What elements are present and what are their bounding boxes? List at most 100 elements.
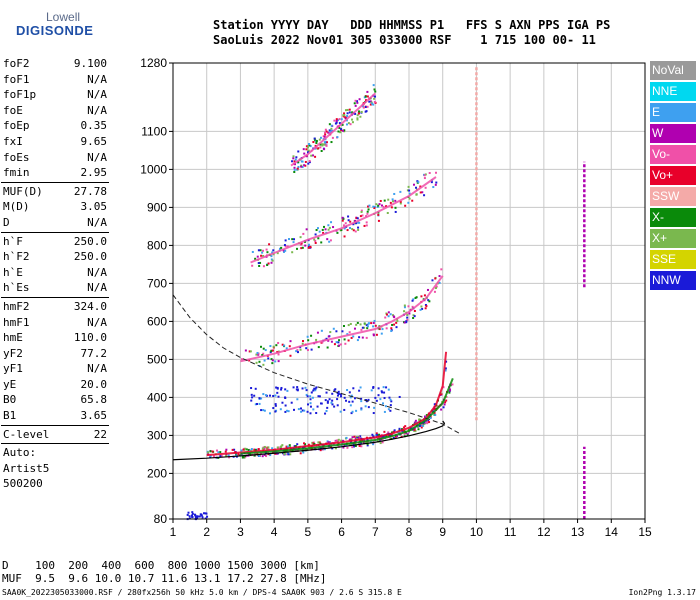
echo-dot bbox=[308, 161, 311, 164]
echo-dot bbox=[318, 395, 321, 398]
echo-dot bbox=[300, 247, 303, 250]
echo-dot bbox=[385, 386, 388, 389]
echo-dot bbox=[409, 427, 412, 430]
echo-dot bbox=[387, 408, 390, 411]
echo-trace bbox=[240, 378, 454, 455]
echo-dot bbox=[314, 389, 317, 392]
echo-dot bbox=[399, 202, 402, 205]
y-tick-label: 400 bbox=[147, 390, 167, 404]
echo-dot bbox=[442, 386, 445, 389]
echo-dot bbox=[272, 451, 275, 454]
echo-dot bbox=[343, 338, 346, 341]
echo-dot bbox=[331, 136, 334, 139]
x-tick-label: 8 bbox=[406, 525, 413, 539]
echo-dot bbox=[259, 261, 262, 264]
echo-dot bbox=[290, 401, 293, 404]
echo-dot bbox=[444, 367, 447, 370]
echo-dot bbox=[352, 387, 355, 390]
echo-dot bbox=[308, 243, 311, 246]
echo-dot bbox=[329, 331, 332, 334]
echo-dot bbox=[295, 350, 298, 353]
echo-dot bbox=[433, 403, 436, 406]
echo-dot bbox=[338, 339, 341, 342]
file-info-footer: SAA0K_2022305033000.RSF / 280fx256h 50 k… bbox=[2, 588, 402, 597]
echo-dot bbox=[420, 426, 423, 429]
echo-dot bbox=[317, 395, 320, 398]
echo-dot bbox=[325, 144, 328, 147]
echo-dot bbox=[375, 203, 378, 206]
echo-dot bbox=[357, 436, 360, 439]
echo-dot bbox=[233, 448, 236, 451]
echo-dot bbox=[260, 254, 263, 257]
echo-dot bbox=[275, 452, 278, 455]
echo-dot bbox=[421, 307, 424, 310]
echo-dot bbox=[314, 155, 317, 158]
echo-dot bbox=[323, 135, 326, 138]
echo-dot bbox=[373, 97, 376, 100]
echo-dot bbox=[270, 258, 273, 261]
echo-dot bbox=[406, 313, 409, 316]
x-tick-label: 4 bbox=[271, 525, 278, 539]
echo-dot bbox=[367, 322, 370, 325]
echo-dot bbox=[420, 295, 423, 298]
echo-dot bbox=[354, 99, 357, 102]
echo-dot bbox=[337, 390, 340, 393]
echo-dot bbox=[351, 446, 354, 449]
echo-dot bbox=[297, 165, 300, 168]
param-value: 9.65 bbox=[80, 134, 108, 148]
echo-dot bbox=[284, 249, 287, 252]
echo-dot bbox=[305, 347, 308, 350]
echo-dot bbox=[434, 407, 437, 410]
echo-dot bbox=[354, 104, 357, 107]
echo-dot bbox=[358, 336, 361, 339]
echo-dot bbox=[264, 394, 267, 397]
echo-dot bbox=[423, 194, 426, 197]
echo-dot bbox=[351, 121, 354, 124]
x-tick-label: 12 bbox=[537, 525, 551, 539]
echo-dot bbox=[365, 324, 368, 327]
echo-dot bbox=[387, 311, 390, 314]
echo-dot bbox=[297, 408, 300, 411]
echo-dot bbox=[261, 251, 264, 254]
echo-dot bbox=[336, 231, 339, 234]
echo-dot bbox=[385, 327, 388, 330]
echo-dot bbox=[302, 232, 305, 235]
echo-dot bbox=[361, 105, 364, 108]
echo-dot bbox=[434, 277, 437, 280]
echo-dot bbox=[225, 453, 228, 456]
echo-dot bbox=[306, 146, 309, 149]
echo-dot bbox=[277, 341, 280, 344]
echo-dot bbox=[300, 407, 303, 410]
echo-dot bbox=[334, 388, 337, 391]
echo-dot bbox=[333, 405, 336, 408]
echo-dot bbox=[276, 386, 279, 389]
echo-dot bbox=[343, 130, 346, 133]
echo-dot bbox=[227, 454, 230, 457]
echo-dot bbox=[305, 393, 308, 396]
echo-dot bbox=[313, 387, 316, 390]
echo-dot bbox=[355, 100, 358, 103]
echo-dot bbox=[307, 162, 310, 165]
echo-dot bbox=[309, 398, 312, 401]
echo-dot bbox=[326, 440, 329, 443]
echo-dot bbox=[373, 88, 376, 91]
echo-dot bbox=[296, 351, 299, 354]
echo-dot bbox=[365, 336, 368, 339]
echo-dot bbox=[259, 249, 262, 252]
echo-dot bbox=[188, 515, 191, 518]
echo-dot bbox=[342, 217, 345, 220]
echo-dot bbox=[186, 513, 189, 516]
param-value: N/A bbox=[87, 265, 107, 279]
echo-dot bbox=[336, 398, 339, 401]
echo-dot bbox=[272, 407, 275, 410]
echo-dot bbox=[360, 407, 363, 410]
echo-dot bbox=[325, 337, 328, 340]
echo-dot bbox=[315, 412, 318, 415]
echo-dot bbox=[309, 395, 312, 398]
density-profile-dashed-curve bbox=[172, 294, 460, 434]
echo-dot bbox=[258, 360, 261, 363]
echo-dot bbox=[275, 344, 278, 347]
echo-dot bbox=[381, 402, 384, 405]
echo-dot bbox=[274, 394, 277, 397]
echo-dot bbox=[258, 454, 261, 457]
